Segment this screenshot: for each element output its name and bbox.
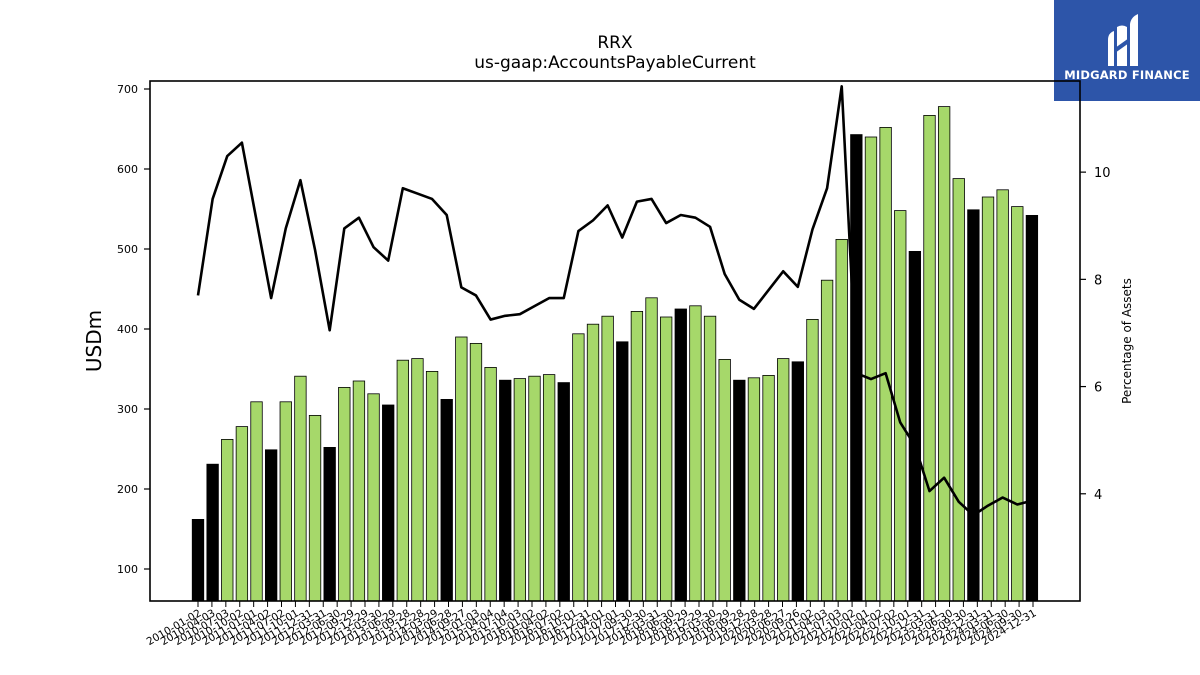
bar [586,323,600,602]
chart-subtitle: us-gaap:AccountsPayableCurrent [474,53,756,73]
bar [952,178,965,602]
bar [820,279,834,602]
bar [455,336,468,602]
y-axis-label: USDm [82,310,106,372]
y-tick-label: 200 [117,483,138,496]
bars [191,106,1039,602]
x-axis: 2010-01-022010-04-032010-07-032010-10-02… [145,601,1039,648]
bar [630,310,644,602]
bar [762,374,775,602]
bar [718,358,731,602]
bar [660,316,673,602]
bar [908,250,922,602]
bar [294,375,307,602]
bar [689,305,702,602]
bar [499,379,512,602]
bar [396,359,409,602]
chart-title: RRX [597,33,633,53]
y2-tick-label: 8 [1094,273,1102,288]
bar [747,377,761,602]
bar [674,308,687,602]
y2-axis-label: Percentage of Assets [1120,278,1134,404]
bar [323,446,336,602]
bar [235,426,249,602]
bar [542,374,556,602]
y2-tick-label: 4 [1094,488,1102,503]
brand-logo: MIDGARD FINANCE [1054,0,1200,101]
bar [1025,214,1039,602]
bar [601,315,614,602]
bar [338,386,351,602]
bar [777,358,790,602]
bar [703,315,717,602]
bar [206,463,219,602]
y-tick-label: 300 [117,403,138,416]
bar [879,127,892,602]
y-tick-label: 700 [117,83,138,96]
bar [367,393,380,602]
bar [250,401,263,602]
bar [469,342,483,602]
bar [557,382,570,602]
bar [411,358,424,602]
bar [733,379,746,602]
y-tick-label: 100 [117,563,138,576]
bar [382,404,395,602]
bar [279,401,292,602]
bar [308,414,322,602]
y-tick-label: 600 [117,163,138,176]
pct-line-series [196,85,1033,517]
bar [264,449,278,602]
y-tick-label: 500 [117,243,138,256]
y2-axis: 4 6 8 10 [1080,166,1111,503]
bar [528,375,541,602]
bar [484,366,497,602]
bar [1011,206,1024,602]
bar [425,370,439,602]
bar [191,519,205,602]
y2-tick-label: 10 [1094,166,1111,181]
bar [616,341,629,602]
y-tick-label: 400 [117,323,138,336]
bar [513,378,527,602]
bar [440,398,453,602]
bar [937,106,951,602]
bar [645,297,658,602]
midgard-logo-icon [1108,14,1138,66]
bar [806,318,819,602]
bar [572,333,585,602]
y-axis: 100 200 300 400 500 600 700 [117,83,150,576]
bar [835,238,848,602]
bar [791,361,804,602]
bar [923,115,936,602]
y2-tick-label: 6 [1094,381,1102,396]
bar [981,196,995,602]
bar [967,209,980,602]
bar [221,438,234,602]
bar [996,189,1009,602]
bar [864,136,878,602]
brand-name: MIDGARD FINANCE [1064,68,1190,82]
pct-line [196,85,1033,517]
bar [352,380,366,602]
